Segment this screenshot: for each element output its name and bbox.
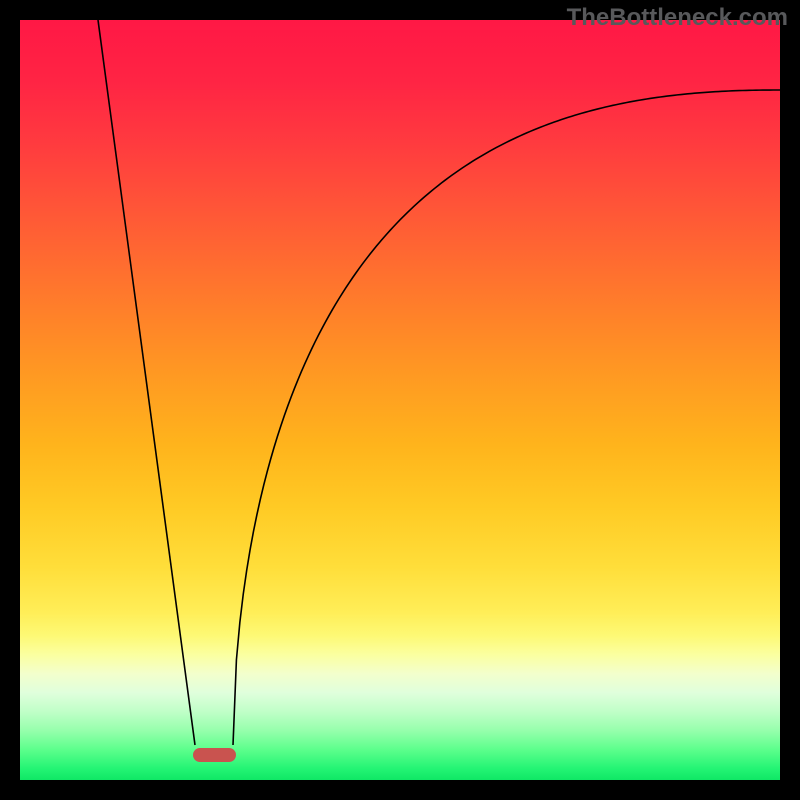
bottleneck-curve-chart: [0, 0, 800, 800]
bottleneck-marker: [193, 748, 236, 762]
watermark-text: TheBottleneck.com: [567, 4, 788, 32]
chart-background: [20, 20, 780, 780]
chart-stage: TheBottleneck.com: [0, 0, 800, 800]
